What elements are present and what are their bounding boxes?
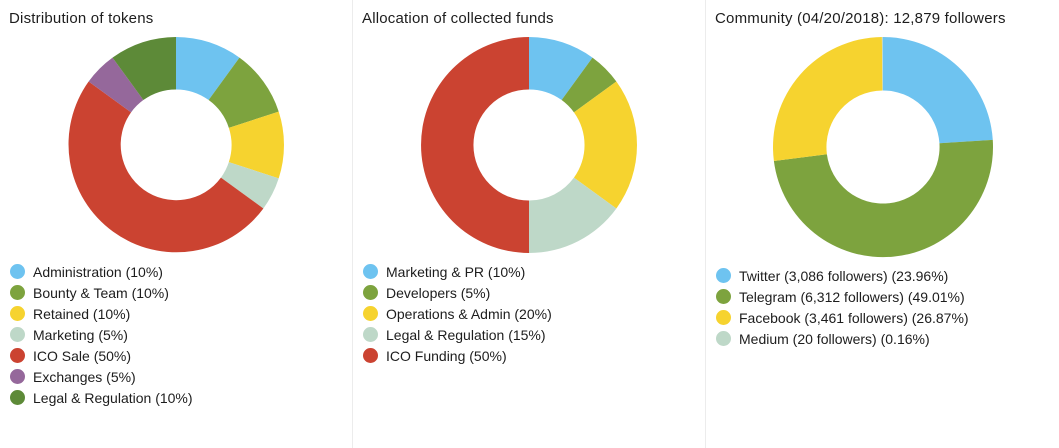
- legend-label: Developers (5%): [386, 284, 491, 301]
- panel-community: Community (04/20/2018): 12,879 followers…: [706, 0, 1059, 448]
- legend-label: ICO Sale (50%): [33, 347, 132, 364]
- legend-color-dot: [363, 348, 378, 363]
- legend-label: Exchanges (5%): [33, 368, 136, 385]
- legend-label: Bounty & Team (10%): [33, 284, 169, 301]
- legend-item-6[interactable]: Legal & Regulation (10%): [10, 387, 352, 408]
- legend-label: Legal & Regulation (15%): [386, 326, 546, 343]
- legend-label: Operations & Admin (20%): [386, 305, 552, 322]
- donut-slice-6[interactable]: [112, 37, 176, 101]
- chart-title: Allocation of collected funds: [362, 10, 554, 27]
- donut-slice-3[interactable]: [529, 177, 617, 253]
- legend-color-dot: [10, 369, 25, 384]
- legend-label: Marketing & PR (10%): [386, 263, 526, 280]
- legend-item-2[interactable]: Retained (10%): [10, 303, 352, 324]
- donut-slice-0[interactable]: [176, 37, 240, 101]
- donut-slice-3[interactable]: [881, 37, 883, 91]
- legend-color-dot: [716, 310, 731, 325]
- panel-distribution-of-tokens: Distribution of tokens Administration (1…: [0, 0, 353, 448]
- donut-slice-4[interactable]: [68, 81, 264, 253]
- legend-item-2[interactable]: Facebook (3,461 followers) (26.87%): [716, 307, 1059, 328]
- legend-color-dot: [363, 285, 378, 300]
- legend-label: Administration (10%): [33, 263, 163, 280]
- donut-svg: [421, 37, 637, 253]
- donut-slice-4[interactable]: [421, 37, 529, 253]
- legend-funds: Marketing & PR (10%) Developers (5%) Opera…: [353, 261, 705, 366]
- legend-color-dot: [10, 327, 25, 342]
- legend-color-dot: [716, 268, 731, 283]
- legend-item-4[interactable]: ICO Funding (50%): [363, 345, 705, 366]
- chart-title: Distribution of tokens: [9, 10, 154, 27]
- legend-label: Marketing (5%): [33, 326, 128, 343]
- chart-title: Community (04/20/2018): 12,879 followers: [715, 10, 1006, 27]
- legend-color-dot: [10, 264, 25, 279]
- legend-color-dot: [10, 390, 25, 405]
- donut-slice-2[interactable]: [772, 37, 882, 161]
- legend-label: Legal & Regulation (10%): [33, 389, 193, 406]
- legend-item-1[interactable]: Telegram (6,312 followers) (49.01%): [716, 286, 1059, 307]
- donut-slice-0[interactable]: [882, 37, 993, 144]
- legend-item-0[interactable]: Marketing & PR (10%): [363, 261, 705, 282]
- legend-item-1[interactable]: Developers (5%): [363, 282, 705, 303]
- donut-chart-community: [706, 35, 1059, 259]
- legend-item-5[interactable]: Exchanges (5%): [10, 366, 352, 387]
- donut-slice-1[interactable]: [773, 139, 993, 258]
- legend-label: Retained (10%): [33, 305, 131, 322]
- legend-color-dot: [716, 289, 731, 304]
- legend-item-2[interactable]: Operations & Admin (20%): [363, 303, 705, 324]
- donut-svg: [68, 37, 284, 253]
- legend-color-dot: [363, 264, 378, 279]
- donut-slice-1[interactable]: [208, 57, 279, 128]
- panel-allocation-of-funds: Allocation of collected funds Marketing …: [353, 0, 706, 448]
- legend-item-3[interactable]: Medium (20 followers) (0.16%): [716, 328, 1059, 349]
- legend-label: Facebook (3,461 followers) (26.87%): [739, 309, 969, 326]
- donut-slice-2[interactable]: [573, 81, 637, 209]
- donut-svg: [772, 37, 993, 258]
- donut-slice-5[interactable]: [88, 57, 144, 113]
- legend-item-3[interactable]: Legal & Regulation (15%): [363, 324, 705, 345]
- legend-color-dot: [363, 306, 378, 321]
- legend-color-dot: [716, 331, 731, 346]
- legend-community: Twitter (3,086 followers) (23.96%) Telegr…: [706, 265, 1059, 349]
- legend-label: Twitter (3,086 followers) (23.96%): [739, 267, 949, 284]
- legend-label: Medium (20 followers) (0.16%): [739, 330, 930, 347]
- legend-item-1[interactable]: Bounty & Team (10%): [10, 282, 352, 303]
- legend-tokens: Administration (10%) Bounty & Team (10%) R…: [0, 261, 352, 408]
- donut-chart-tokens: [0, 35, 352, 255]
- legend-color-dot: [10, 285, 25, 300]
- donut-slice-3[interactable]: [220, 162, 279, 209]
- legend-item-0[interactable]: Twitter (3,086 followers) (23.96%): [716, 265, 1059, 286]
- legend-item-4[interactable]: ICO Sale (50%): [10, 345, 352, 366]
- legend-color-dot: [10, 348, 25, 363]
- legend-item-0[interactable]: Administration (10%): [10, 261, 352, 282]
- legend-item-3[interactable]: Marketing (5%): [10, 324, 352, 345]
- legend-label: Telegram (6,312 followers) (49.01%): [739, 288, 965, 305]
- legend-color-dot: [363, 327, 378, 342]
- legend-label: ICO Funding (50%): [386, 347, 507, 364]
- donut-slice-2[interactable]: [228, 111, 284, 179]
- donut-slice-0[interactable]: [529, 37, 593, 101]
- legend-color-dot: [10, 306, 25, 321]
- donut-slice-1[interactable]: [561, 57, 617, 113]
- donut-chart-funds: [353, 35, 705, 255]
